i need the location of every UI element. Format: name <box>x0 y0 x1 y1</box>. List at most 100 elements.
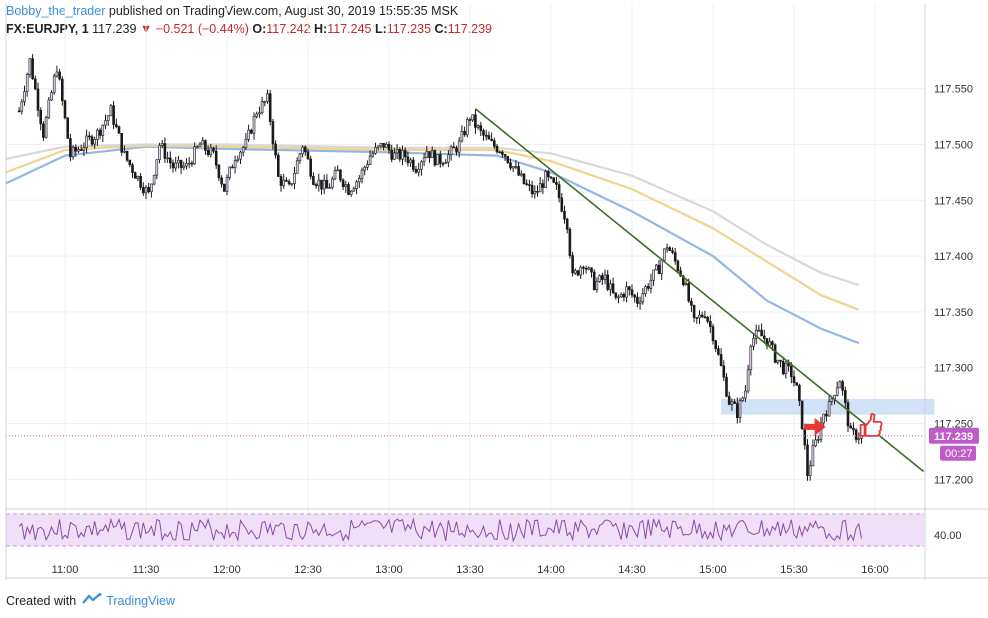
candle-body <box>193 146 196 165</box>
candle-body <box>711 326 715 342</box>
candle-body <box>349 190 353 195</box>
candle-body <box>841 381 844 391</box>
candle-body <box>363 166 367 171</box>
candle-body <box>617 296 620 299</box>
tradingview-brand[interactable]: TradingView <box>106 593 175 608</box>
candle-body <box>409 159 412 164</box>
author-name[interactable]: Bobby_the_trader <box>6 4 106 18</box>
candle-body <box>600 275 604 280</box>
candle-body <box>128 159 132 166</box>
candle-body <box>495 145 499 153</box>
candle-body <box>47 99 51 118</box>
candle-body <box>244 138 248 148</box>
price-chart[interactable]: 117.550 117.500 117.450 117.400 117.350 117.3… <box>0 0 988 590</box>
candle-body <box>133 172 137 179</box>
candle-body <box>730 401 734 405</box>
candle-body <box>830 398 834 402</box>
candle-body <box>174 162 177 169</box>
candle-body <box>771 341 774 346</box>
candle-body <box>366 164 369 168</box>
candle-body <box>430 150 434 159</box>
candle-body <box>603 274 607 280</box>
candle-body <box>843 390 847 403</box>
candle-body <box>206 150 210 156</box>
y-tick-label: 117.500 <box>934 139 973 151</box>
candle-body <box>155 159 159 176</box>
candle-body <box>109 105 113 117</box>
candle-body <box>530 184 534 195</box>
candle-body <box>846 402 850 427</box>
candle-body <box>474 114 477 128</box>
candle-body <box>406 156 410 164</box>
candle-body <box>428 151 431 159</box>
y-tick-label: 117.450 <box>934 195 973 207</box>
moving-average-line <box>5 145 860 345</box>
candle-body <box>457 140 461 153</box>
time-axis[interactable]: 11:00 11:30 12:00 12:30 13:00 13:30 14:00 14:30… <box>52 564 889 576</box>
candle-body <box>595 281 599 291</box>
candle-body <box>263 101 267 103</box>
trendline[interactable] <box>474 108 925 473</box>
candle-body <box>306 151 310 160</box>
candle-body <box>444 162 448 164</box>
candle-body <box>333 170 337 180</box>
candle-body <box>425 151 429 159</box>
candle-body <box>352 188 356 192</box>
candle-body <box>309 158 313 177</box>
price-axis[interactable]: 117.550 117.500 117.450 117.400 117.350 117.3… <box>929 84 979 542</box>
candle-body <box>517 166 520 176</box>
candle-body <box>398 149 402 160</box>
candle-body <box>387 143 391 151</box>
candle-body <box>115 124 118 127</box>
y-tick-label: 117.550 <box>934 84 973 96</box>
candle-body <box>525 183 529 186</box>
candle-body <box>158 144 161 160</box>
candle-body <box>160 143 164 146</box>
candle-body <box>484 134 488 137</box>
candle-body <box>738 400 742 418</box>
candle-body <box>36 88 40 111</box>
candle-body <box>706 316 709 322</box>
candle-body <box>239 151 242 160</box>
candle-body <box>293 173 296 184</box>
candle-body <box>250 129 253 134</box>
x-tick-label: 12:00 <box>213 564 241 576</box>
candle-body <box>509 162 512 169</box>
candle-body <box>241 147 245 153</box>
candle-body <box>320 179 323 190</box>
candle-body <box>142 187 145 194</box>
candle-body <box>779 359 782 362</box>
candle-body <box>487 135 491 140</box>
candle-body <box>433 150 437 166</box>
candle-body <box>852 427 855 431</box>
candle-body <box>827 401 831 417</box>
x-tick-label: 12:30 <box>294 564 322 576</box>
candle-body <box>98 129 102 136</box>
candle-body <box>201 140 204 145</box>
x-tick-label: 14:30 <box>618 564 646 576</box>
candle-body <box>800 400 804 430</box>
candle-body <box>528 184 531 186</box>
candle-body <box>781 361 785 375</box>
footer: Created with TradingView <box>6 593 175 608</box>
candle-body <box>231 166 234 169</box>
candle-body <box>692 305 696 318</box>
high-value: 117.245 <box>327 22 372 36</box>
oscillator-tick-label: 40.00 <box>934 530 962 542</box>
candle-body <box>806 444 809 477</box>
candle-body <box>638 301 642 304</box>
candle-body <box>438 154 442 164</box>
open-label: O: <box>252 22 267 36</box>
candle-body <box>187 162 191 165</box>
candle-body <box>808 465 812 477</box>
candle-body <box>182 165 186 168</box>
candle-body <box>225 177 229 192</box>
candle-body <box>798 385 801 402</box>
support-zone[interactable] <box>721 398 935 415</box>
candle-body <box>717 348 720 355</box>
candle-body <box>722 365 726 378</box>
candle-body <box>460 130 464 142</box>
candle-body <box>792 376 796 383</box>
candle-body <box>555 182 558 185</box>
price-badge <box>929 427 979 444</box>
